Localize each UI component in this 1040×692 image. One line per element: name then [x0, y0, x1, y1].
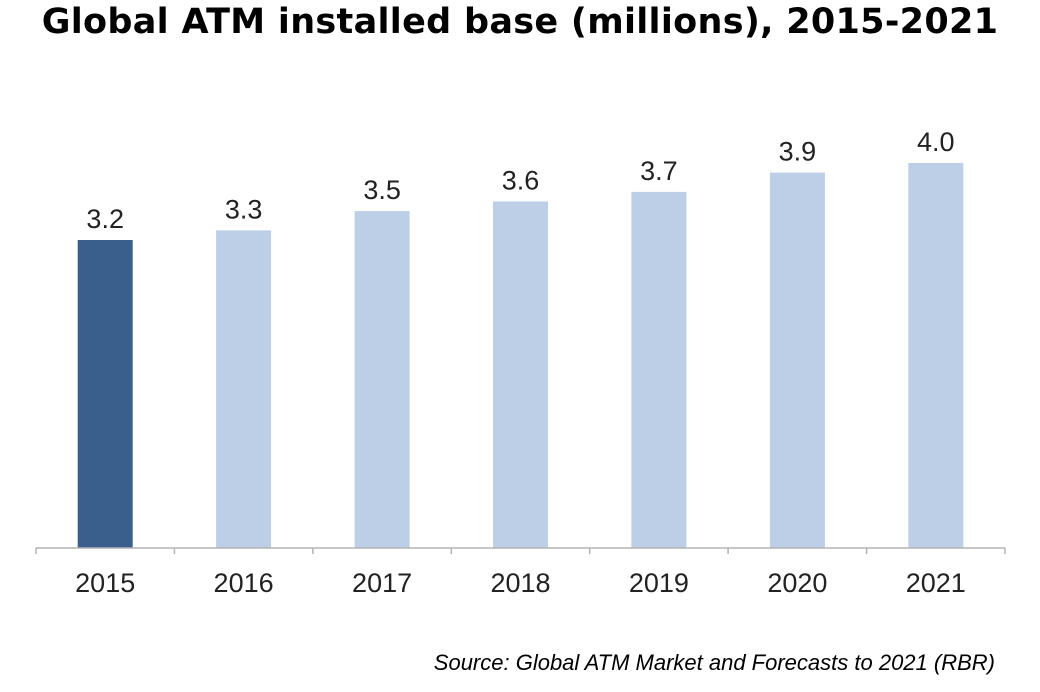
chart-source: Source: Global ATM Market and Forecasts …	[433, 650, 995, 675]
value-label-2016: 3.3	[225, 194, 263, 224]
bar-2015	[77, 240, 133, 548]
x-axis: 2015 2016 2017 2018 2019 2020 2021	[35, 547, 1006, 598]
value-label-2018: 3.6	[502, 166, 540, 196]
x-tick-label-2015: 2015	[75, 568, 135, 598]
x-tick-label-2016: 2016	[214, 568, 274, 598]
x-tick-label-2019: 2019	[629, 568, 689, 598]
bar-2020	[769, 172, 825, 548]
x-tick-label-2017: 2017	[352, 568, 412, 598]
value-label-2019: 3.7	[640, 156, 678, 186]
chart-title: Global ATM installed base (millions), 20…	[41, 2, 999, 42]
x-tick-label-2021: 2021	[906, 568, 966, 598]
bar-2017	[354, 211, 410, 548]
x-tick-label-2018: 2018	[490, 568, 550, 598]
bar-2016	[216, 230, 272, 548]
bar-2021	[908, 163, 964, 548]
value-label-2021: 4.0	[917, 127, 955, 157]
bars-layer	[77, 163, 964, 548]
value-label-2015: 3.2	[86, 204, 124, 234]
value-label-2020: 3.9	[779, 137, 817, 167]
bar-2018	[493, 201, 548, 548]
x-tick-label-2020: 2020	[767, 568, 827, 598]
value-labels-layer: 3.2 3.3 3.5 3.6 3.7 3.9 4.0	[86, 127, 954, 234]
value-label-2017: 3.5	[363, 175, 401, 205]
bar-2019	[631, 191, 687, 548]
